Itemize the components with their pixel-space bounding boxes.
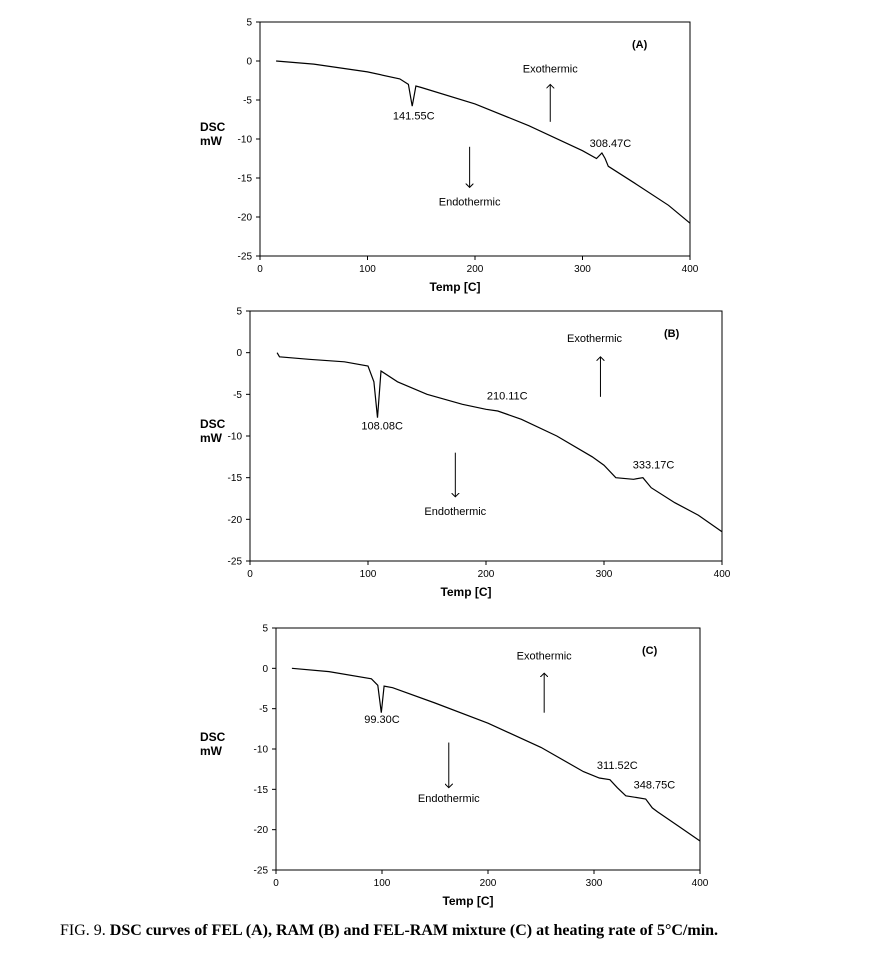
y-tick-label: 5 [246, 18, 252, 29]
y-tick-label: 5 [262, 624, 268, 635]
figure-caption: FIG. 9. DSC curves of FEL (A), RAM (B) a… [60, 922, 860, 940]
peak-annotation: 99.30C [364, 714, 400, 726]
y-tick-label: -5 [259, 704, 268, 715]
y-tick-label: -15 [228, 473, 243, 484]
caption-prefix: FIG. 9. [60, 922, 106, 939]
dsc-curve-line [276, 60, 691, 224]
y-tick-label: -20 [254, 825, 269, 836]
y-axis-label-line1: DSC [200, 120, 226, 134]
endothermic-label: Endothermic [424, 506, 486, 518]
peak-annotation: 141.55C [393, 111, 435, 123]
y-tick-label: 5 [236, 307, 242, 318]
panel-label: (C) [642, 645, 658, 657]
x-tick-label: 0 [273, 878, 279, 889]
x-axis-label: Temp [C] [429, 280, 480, 294]
y-tick-label: 0 [236, 348, 242, 359]
exothermic-label: Exothermic [517, 650, 573, 662]
chart-panel-b: 0 100 200 300 400 5 0 -5 -10 -15 -20 -25 Temp [C] DSC… [200, 307, 731, 600]
x-tick-label: 300 [574, 264, 591, 275]
y-tick-label: 0 [262, 664, 268, 675]
y-axis-label-line1: DSC [200, 730, 226, 744]
x-tick-label: 200 [478, 569, 495, 580]
x-tick-label: 0 [257, 264, 263, 275]
x-tick-label: 0 [247, 569, 253, 580]
y-tick-label: -10 [228, 432, 243, 443]
x-axis-label: Temp [C] [442, 894, 493, 908]
y-axis-label-line2: mW [200, 744, 223, 758]
exothermic-label: Exothermic [523, 64, 579, 76]
y-tick-label: -25 [254, 866, 269, 877]
chart-panel-a: 0 100 200 300 400 5 0 -5 -10 -15 -20 -25 Temp [C] DSC… [200, 18, 699, 295]
x-tick-label: 400 [714, 569, 731, 580]
peak-annotation: 308.47C [590, 138, 632, 150]
peak-annotation: 311.52C [597, 760, 638, 772]
x-tick-label: 200 [467, 264, 484, 275]
exothermic-label: Exothermic [567, 333, 623, 345]
x-tick-label: 200 [480, 878, 497, 889]
y-tick-label: -10 [238, 135, 253, 146]
x-axis-label: Temp [C] [440, 585, 491, 599]
x-tick-label: 100 [360, 569, 377, 580]
panel-label: (A) [632, 39, 648, 51]
chart-panel-c: 0 100 200 300 400 5 0 -5 -10 -15 -20 -25 Temp [C] DSC… [200, 624, 709, 909]
y-tick-label: -20 [238, 213, 253, 224]
caption-text: DSC curves of FEL (A), RAM (B) and FEL-R… [109, 922, 719, 939]
endothermic-label: Endothermic [439, 196, 501, 208]
x-tick-label: 400 [682, 264, 699, 275]
x-tick-label: 400 [692, 878, 709, 889]
y-tick-label: -5 [233, 390, 242, 401]
panel-label: (B) [664, 328, 680, 340]
x-tick-label: 300 [596, 569, 613, 580]
y-tick-label: -25 [238, 252, 253, 263]
peak-annotation: 348.75C [634, 780, 676, 792]
y-tick-label: -15 [238, 174, 253, 185]
x-tick-label: 100 [374, 878, 391, 889]
x-tick-label: 300 [586, 878, 603, 889]
y-tick-label: 0 [246, 57, 252, 68]
plot-frame [249, 310, 723, 562]
y-axis-label-line2: mW [200, 134, 223, 148]
y-axis-label-line2: mW [200, 431, 223, 445]
dsc-curve-line [276, 352, 723, 533]
y-tick-label: -15 [254, 785, 269, 796]
peak-annotation: 108.08C [361, 420, 403, 432]
y-axis-label-line1: DSC [200, 417, 226, 431]
plot-frame [275, 627, 701, 871]
endothermic-label: Endothermic [418, 793, 480, 805]
peak-annotation: 210.11C [487, 390, 528, 402]
y-tick-label: -25 [228, 557, 243, 568]
y-tick-label: -20 [228, 515, 243, 526]
y-tick-label: -5 [243, 96, 252, 107]
x-tick-label: 100 [359, 264, 376, 275]
peak-annotation: 333.17C [633, 460, 675, 472]
y-tick-label: -10 [254, 745, 269, 756]
dsc-curve-line [291, 667, 701, 842]
